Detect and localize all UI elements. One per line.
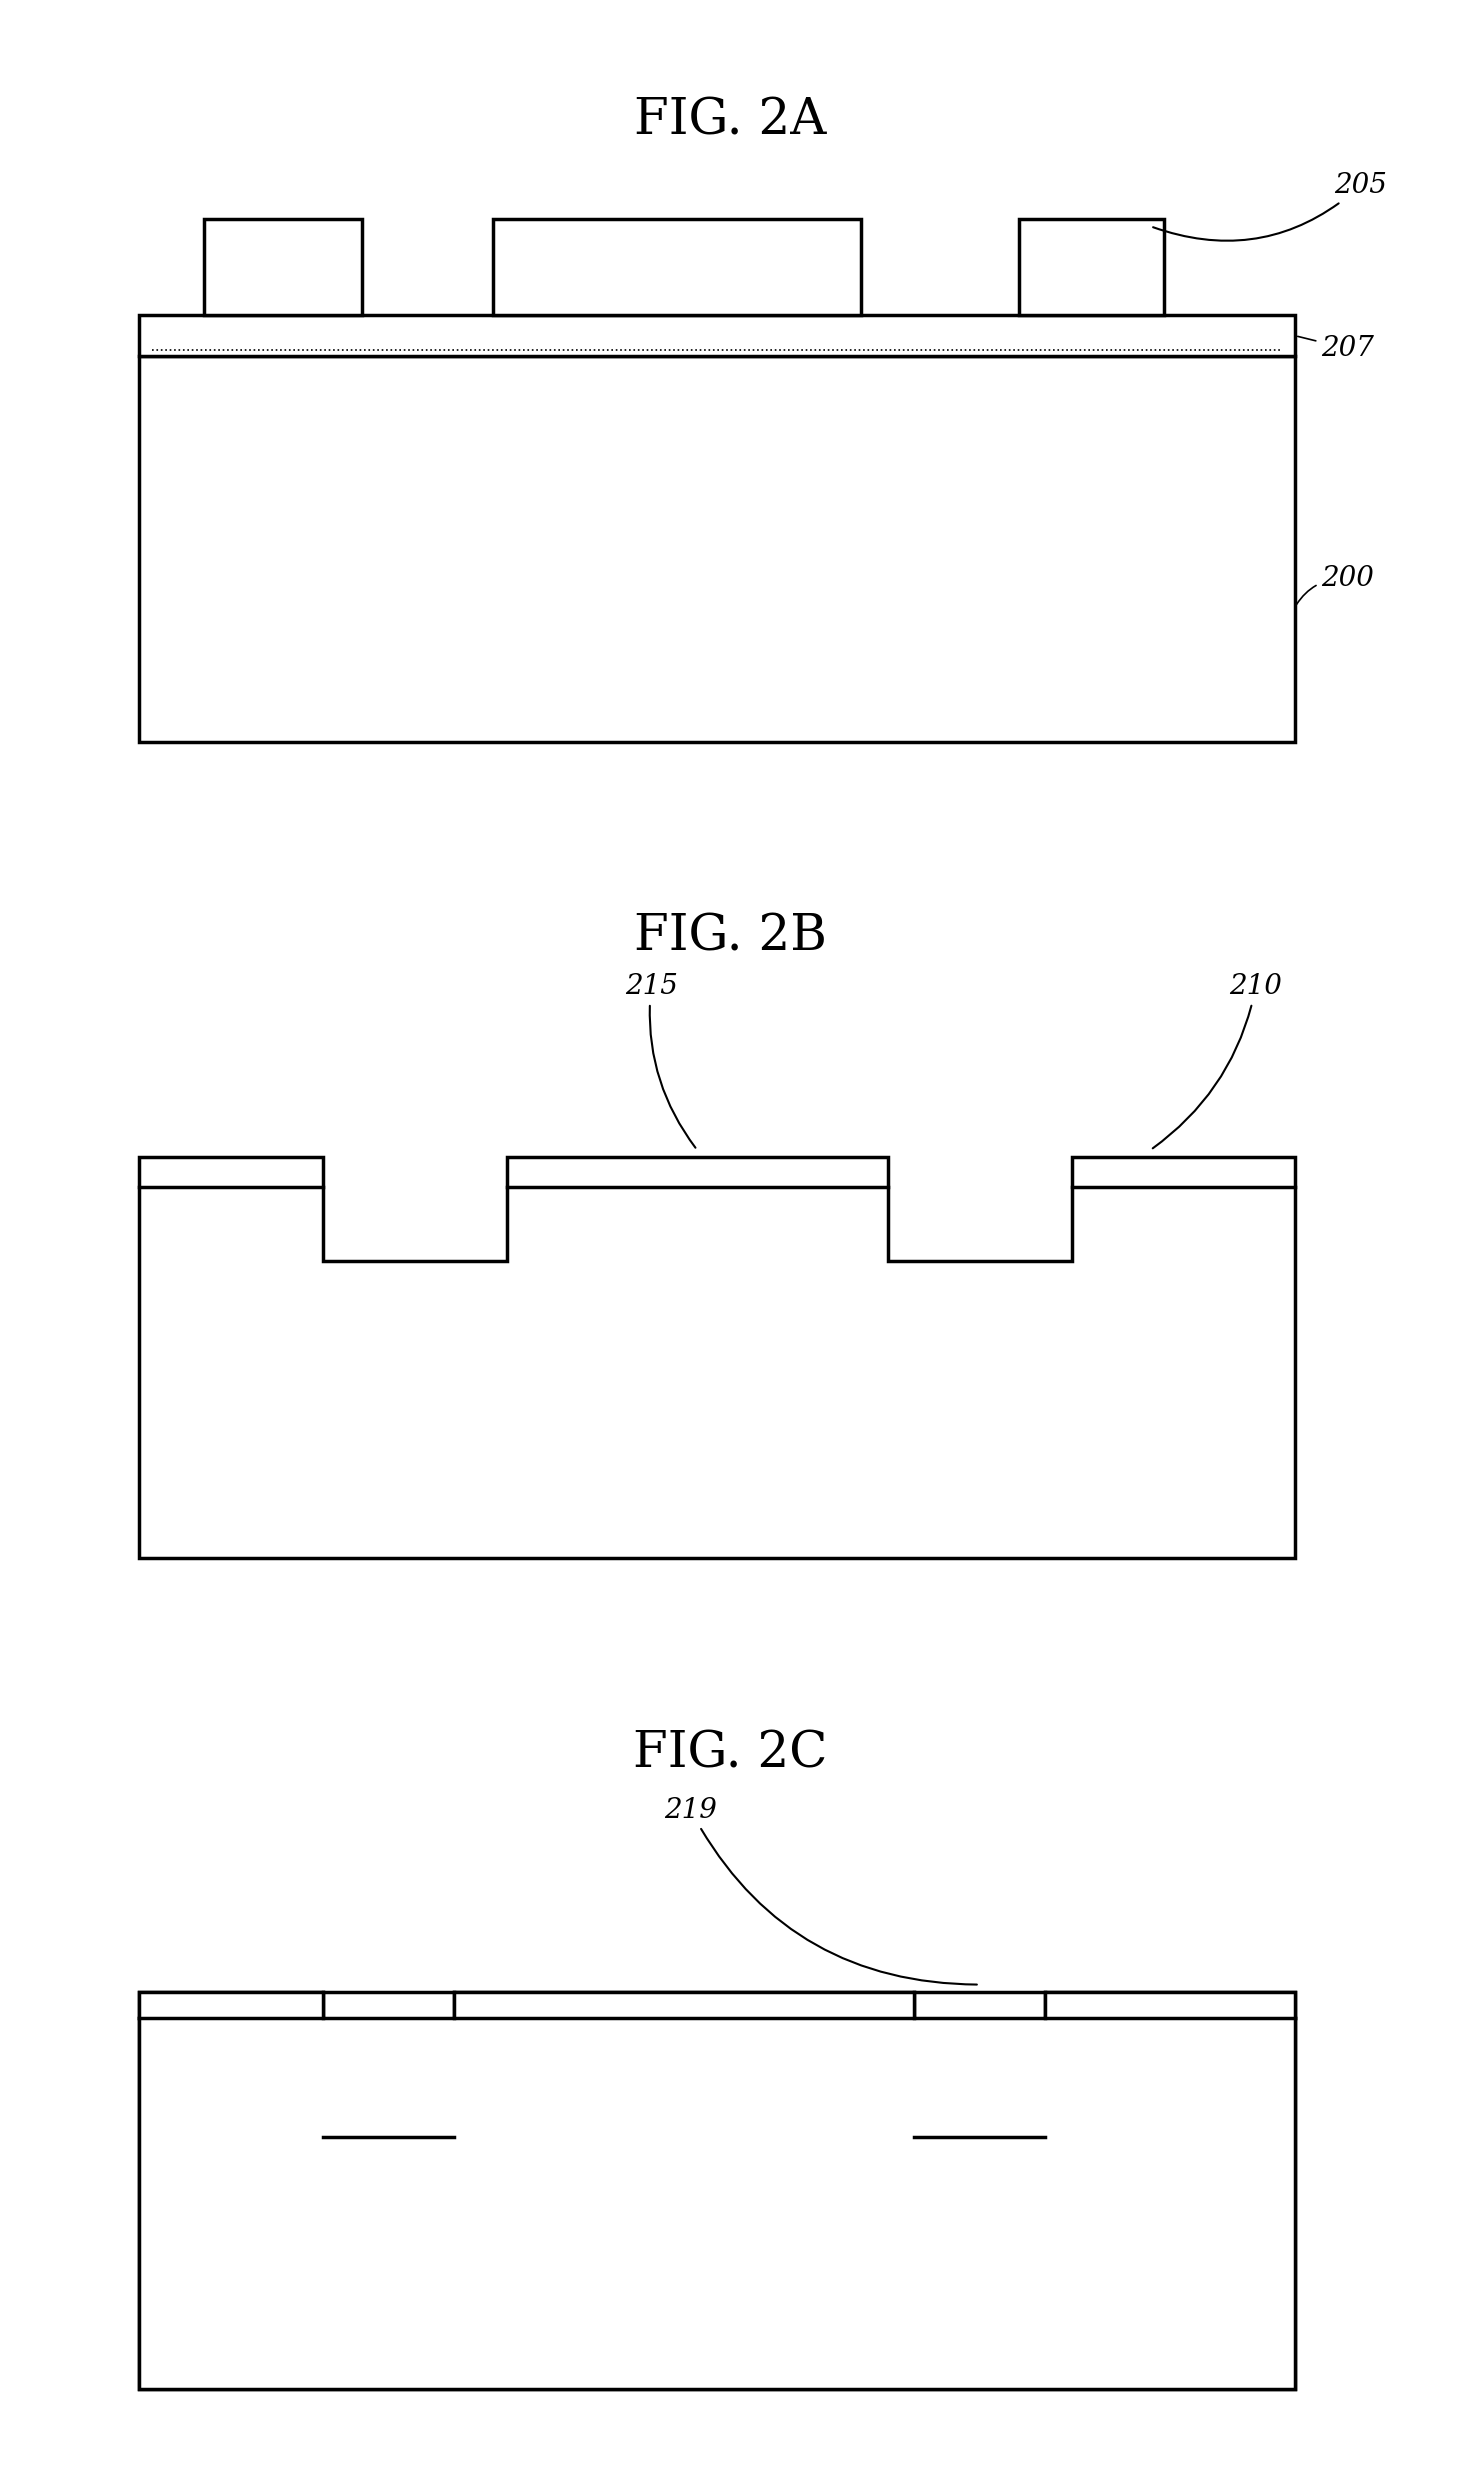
Bar <box>139 317 1295 356</box>
Polygon shape <box>139 1993 1295 2389</box>
Text: 210: 210 <box>1153 974 1282 1147</box>
Bar <box>914 1993 1045 2137</box>
Bar <box>1019 218 1164 317</box>
Polygon shape <box>139 1157 1295 1558</box>
Text: FIG. 2B: FIG. 2B <box>634 913 826 962</box>
Bar <box>139 1993 323 2018</box>
Text: 205: 205 <box>1153 173 1387 240</box>
Bar <box>139 356 1295 742</box>
Bar <box>1045 1993 1295 2018</box>
Text: 207: 207 <box>1298 336 1374 361</box>
Text: FIG. 2A: FIG. 2A <box>634 96 826 146</box>
Text: 215: 215 <box>625 974 695 1147</box>
Bar <box>139 2018 1295 2389</box>
Bar <box>204 218 362 317</box>
Bar <box>493 218 861 317</box>
Text: 200: 200 <box>1296 566 1374 603</box>
Text: 219: 219 <box>664 1798 977 1983</box>
Text: FIG. 2C: FIG. 2C <box>632 1729 828 1778</box>
Bar <box>454 1993 914 2018</box>
Bar <box>323 1993 454 2137</box>
